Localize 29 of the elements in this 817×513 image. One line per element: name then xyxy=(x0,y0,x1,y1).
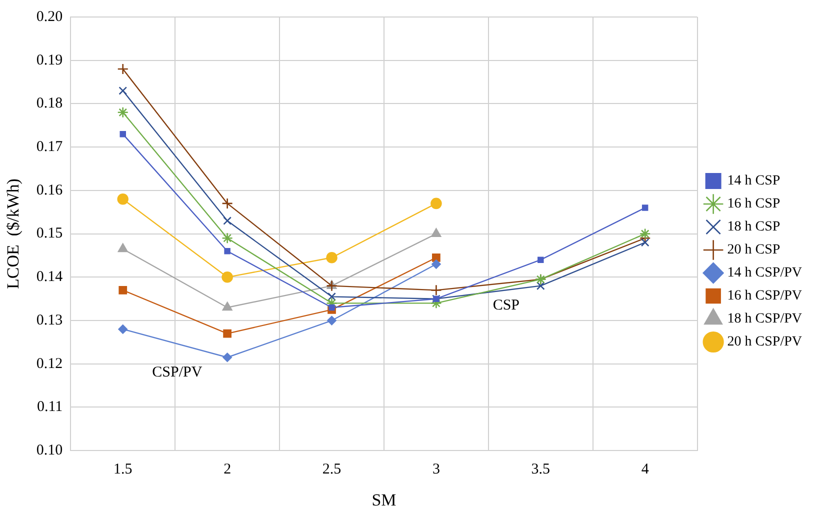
y-tick-label: 0.11 xyxy=(36,399,63,416)
x-tick-label: 3 xyxy=(432,462,440,478)
x-tick-label: 2.5 xyxy=(322,462,342,478)
y-tick-label: 0.12 xyxy=(36,356,63,372)
y-tick-label: 0.15 xyxy=(36,226,63,242)
legend-label: 14 h CSP/PV xyxy=(727,266,802,281)
legend-label: 20 h CSP/PV xyxy=(727,334,802,350)
annotation: CSP/PV xyxy=(152,364,202,380)
x-tick-label: 2 xyxy=(224,462,232,478)
x-tick-label: 4 xyxy=(641,462,650,478)
legend-label: 18 h CSP/PV xyxy=(727,312,802,327)
y-tick-label: 0.19 xyxy=(36,52,63,68)
y-tick-label: 0.10 xyxy=(36,442,63,459)
legend-label: 14 h CSP xyxy=(727,174,780,189)
y-tick-label: 0.14 xyxy=(36,269,64,286)
x-tick-label: 1.5 xyxy=(113,462,132,478)
y-tick-label: 0.18 xyxy=(36,96,63,112)
legend-label: 16 h CSP/PV xyxy=(727,288,802,304)
x-tick-label: 3.5 xyxy=(531,462,550,478)
legend-label: 20 h CSP xyxy=(727,242,780,258)
x-axis-title: SM xyxy=(372,490,396,510)
legend-label: 16 h CSP xyxy=(727,196,780,212)
y-tick-label: 0.16 xyxy=(36,182,64,198)
y-axis-title: LCOE ($/kWh) xyxy=(4,178,23,290)
y-tick-label: 0.20 xyxy=(36,8,63,25)
annotation: CSP xyxy=(492,297,520,314)
y-tick-label: 0.13 xyxy=(36,312,63,328)
y-tick-label: 0.17 xyxy=(36,139,64,156)
legend-label: 18 h CSP xyxy=(727,220,780,235)
